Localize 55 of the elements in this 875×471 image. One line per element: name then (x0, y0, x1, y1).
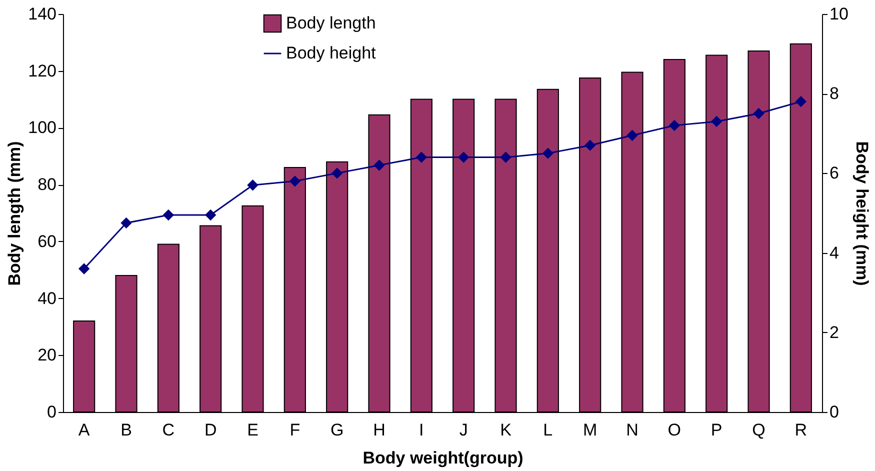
legend-label: Body length (286, 14, 376, 32)
x-tick-label: P (710, 420, 722, 440)
point (669, 120, 680, 131)
point (78, 264, 90, 274)
point (290, 176, 300, 186)
point (416, 152, 427, 162)
x-tick-label: G (330, 420, 344, 440)
x-tick-label: M (582, 420, 598, 440)
x-tick-label: H (373, 420, 386, 440)
point (711, 116, 722, 127)
y-tick-label: 40 (38, 288, 56, 308)
x-tick-label: Q (752, 420, 766, 440)
x-tick-label: J (459, 420, 468, 440)
point (458, 152, 469, 162)
y-tick-label: 0 (47, 402, 56, 422)
y-tick-label: 20 (38, 346, 56, 365)
point (121, 218, 132, 228)
y2-tick-label: 10 (830, 4, 848, 24)
y-tick-label: 80 (38, 175, 56, 194)
y2-tick-label: 4 (830, 243, 839, 262)
point (500, 152, 511, 162)
point (374, 160, 384, 170)
x-tick-label: R (794, 420, 808, 440)
point (163, 210, 174, 220)
y2-tick-label: 0 (830, 402, 839, 422)
point (754, 108, 764, 119)
x-tick-label: L (543, 420, 553, 440)
y-tick-label: 100 (28, 118, 56, 138)
x-tick-label: N (626, 420, 638, 440)
y2-tick-label: 8 (830, 84, 839, 104)
x-tick-label: A (78, 420, 90, 440)
x-tick-label: E (247, 420, 258, 440)
y2-tick-label: 2 (830, 322, 839, 342)
point (332, 168, 342, 178)
x-tick-label: I (419, 420, 424, 440)
point (627, 130, 638, 141)
y2-tick-label: 6 (830, 164, 839, 183)
x-tick-label: K (500, 420, 512, 440)
y-axis-title: Body length (mm) (5, 141, 24, 286)
x-tick-label: C (162, 420, 175, 440)
point (542, 148, 554, 158)
x-axis-title: Body weight(group) (362, 448, 524, 468)
point (796, 96, 806, 107)
x-tick-label: O (668, 420, 682, 440)
y2-axis-title: Body height (mm) (852, 141, 872, 286)
x-tick-label: B (120, 420, 132, 440)
x-tick-label: D (204, 420, 217, 440)
point (205, 210, 216, 220)
point (248, 180, 258, 190)
point (584, 140, 596, 151)
legend-label: Body height (286, 44, 376, 62)
y-tick-label: 140 (28, 4, 56, 24)
x-tick-label: F (290, 420, 300, 440)
y-tick-label: 120 (28, 61, 56, 80)
y-tick-label: 60 (38, 232, 56, 251)
